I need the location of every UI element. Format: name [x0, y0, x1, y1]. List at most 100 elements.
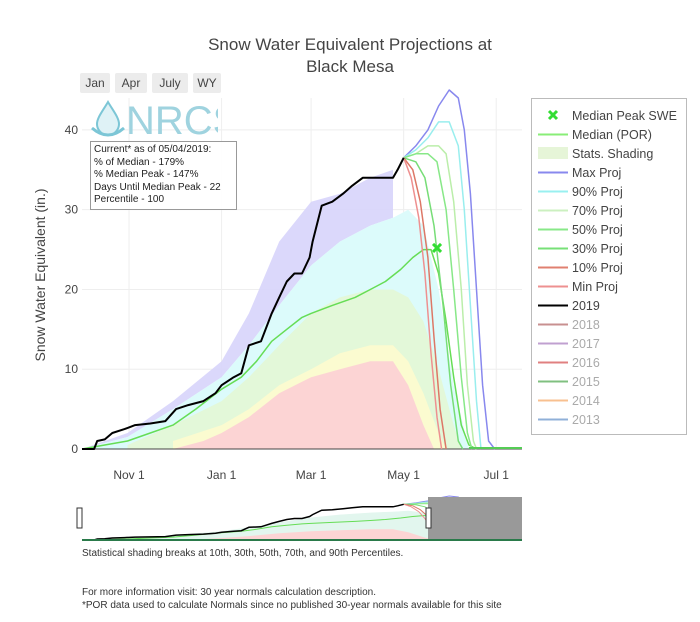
legend-symbol — [538, 418, 568, 421]
legend-symbol — [538, 147, 568, 159]
chart-title: Snow Water Equivalent Projections at Bla… — [150, 34, 550, 78]
legend-symbol — [538, 304, 568, 307]
y-tick-label: 10 — [65, 362, 79, 376]
legend-label: 2016 — [572, 355, 600, 370]
legend-label: 2015 — [572, 374, 600, 389]
legend-item[interactable]: 30% Proj — [532, 239, 686, 258]
legend-symbol — [538, 133, 568, 136]
legend-item[interactable]: 2015 — [532, 372, 686, 391]
info-line-3: % Median Peak - 147% — [94, 169, 199, 180]
nrcs-logo: NRCS — [88, 98, 239, 143]
legend-item[interactable]: Median (POR) — [532, 125, 686, 144]
x-tick-label: Nov 1 — [113, 468, 145, 482]
legend-item[interactable]: Stats. Shading — [532, 144, 686, 163]
title-line-1: Snow Water Equivalent Projections at — [208, 35, 492, 54]
range-button-jan[interactable]: Jan — [80, 73, 110, 93]
legend-label: Stats. Shading — [572, 146, 654, 161]
y-tick-label: 20 — [65, 282, 79, 296]
legend-item[interactable]: Max Proj — [532, 163, 686, 182]
title-line-2: Black Mesa — [306, 57, 394, 76]
legend-label: Median Peak SWE — [572, 108, 677, 123]
legend-symbol — [547, 109, 559, 121]
x-tick-label: Jan 1 — [207, 468, 237, 482]
shading-max-band — [82, 169, 393, 450]
footnote-shading: Statistical shading breaks at 10th, 30th… — [82, 548, 404, 559]
legend-label: Min Proj — [572, 279, 618, 294]
legend-label: 50% Proj — [572, 222, 623, 237]
legend-item[interactable]: 70% Proj — [532, 201, 686, 220]
legend-label: 2018 — [572, 317, 600, 332]
legend-symbol — [538, 380, 568, 383]
legend-item[interactable]: 2013 — [532, 410, 686, 429]
legend-label: 2013 — [572, 412, 600, 427]
series-line-max-proj — [403, 89, 496, 450]
legend: Median Peak SWE Median (POR) Stats. Shadin… — [531, 98, 687, 435]
legend-item[interactable]: 2016 — [532, 353, 686, 372]
legend-label: Median (POR) — [572, 127, 652, 142]
y-tick-label: 0 — [71, 442, 78, 456]
legend-symbol — [538, 285, 568, 288]
current-info-box: Current* as of 05/04/2019: % of Median -… — [90, 141, 237, 210]
legend-symbol — [538, 266, 568, 269]
range-slider-right-handle[interactable] — [425, 507, 432, 529]
info-line-4: Days Until Median Peak - 22 — [94, 181, 221, 193]
legend-symbol — [538, 247, 568, 250]
legend-symbol — [538, 228, 568, 231]
info-line-2: % of Median - 179% — [94, 156, 185, 168]
legend-symbol — [538, 342, 568, 345]
range-button-apr[interactable]: Apr — [115, 73, 147, 93]
plot-area: 0 10 20 30 40 Nov 1 Jan 1 Mar 1 May 1 Jul 1 — [65, 89, 522, 482]
x-tick-label: May 1 — [387, 468, 420, 482]
legend-label: 30% Proj — [572, 241, 623, 256]
legend-item[interactable]: 2017 — [532, 334, 686, 353]
series-line-min-proj — [402, 157, 443, 450]
range-slider-shading-low — [173, 529, 434, 540]
legend-item[interactable]: 90% Proj — [532, 182, 686, 201]
legend-symbol — [538, 171, 568, 174]
water-drop-icon: NRCS — [91, 99, 239, 143]
legend-symbol — [538, 209, 568, 212]
legend-label: 2019 — [572, 298, 600, 313]
legend-label: Max Proj — [572, 165, 622, 180]
legend-label: 70% Proj — [572, 203, 623, 218]
legend-label: 10% Proj — [572, 260, 623, 275]
range-slider-series — [82, 503, 404, 541]
legend-symbol — [538, 361, 568, 364]
logo-text: NRCS — [126, 99, 218, 140]
range-button-wy[interactable]: WY — [193, 73, 221, 93]
legend-symbol — [538, 399, 568, 402]
info-line-5: Percentile - 100 — [94, 194, 165, 205]
series-line-2019 — [82, 157, 405, 450]
series-line-30-proj — [403, 157, 464, 450]
x-tick-label: Jul 1 — [484, 468, 510, 482]
y-tick-label: 40 — [65, 123, 79, 137]
legend-item[interactable]: 10% Proj — [532, 258, 686, 277]
legend-label: 2014 — [572, 393, 600, 408]
footnote-por: *POR data used to calculate Normals sinc… — [82, 600, 502, 611]
legend-item[interactable]: 2019 — [532, 296, 686, 315]
range-button-july[interactable]: July — [152, 73, 188, 93]
legend-item[interactable]: Min Proj — [532, 277, 686, 296]
range-slider[interactable] — [76, 495, 522, 541]
series-line-50-proj — [403, 153, 473, 450]
legend-item[interactable]: 2014 — [532, 391, 686, 410]
legend-item[interactable]: 50% Proj — [532, 220, 686, 239]
series-line-70-proj — [403, 145, 478, 450]
footnote-info-visit: For more information visit: 30 year norm… — [82, 587, 377, 598]
legend-label: 90% Proj — [572, 184, 623, 199]
shading-10-band — [173, 361, 434, 449]
legend-item[interactable]: Median Peak SWE — [532, 106, 686, 125]
y-tick-label: 30 — [65, 203, 79, 217]
legend-symbol — [538, 323, 568, 326]
range-slider-mask — [428, 497, 522, 540]
series-line-90-proj — [403, 121, 482, 450]
legend-label: 2017 — [572, 336, 600, 351]
range-slider-left-handle[interactable] — [76, 507, 83, 529]
legend-symbol — [538, 190, 568, 193]
series-line-10-proj — [403, 157, 447, 450]
y-axis-label: Snow Water Equivalent (in.) — [32, 188, 48, 362]
info-line-1: Current* as of 05/04/2019: — [94, 144, 212, 155]
x-tick-label: Mar 1 — [296, 468, 327, 482]
legend-item[interactable]: 2018 — [532, 315, 686, 334]
